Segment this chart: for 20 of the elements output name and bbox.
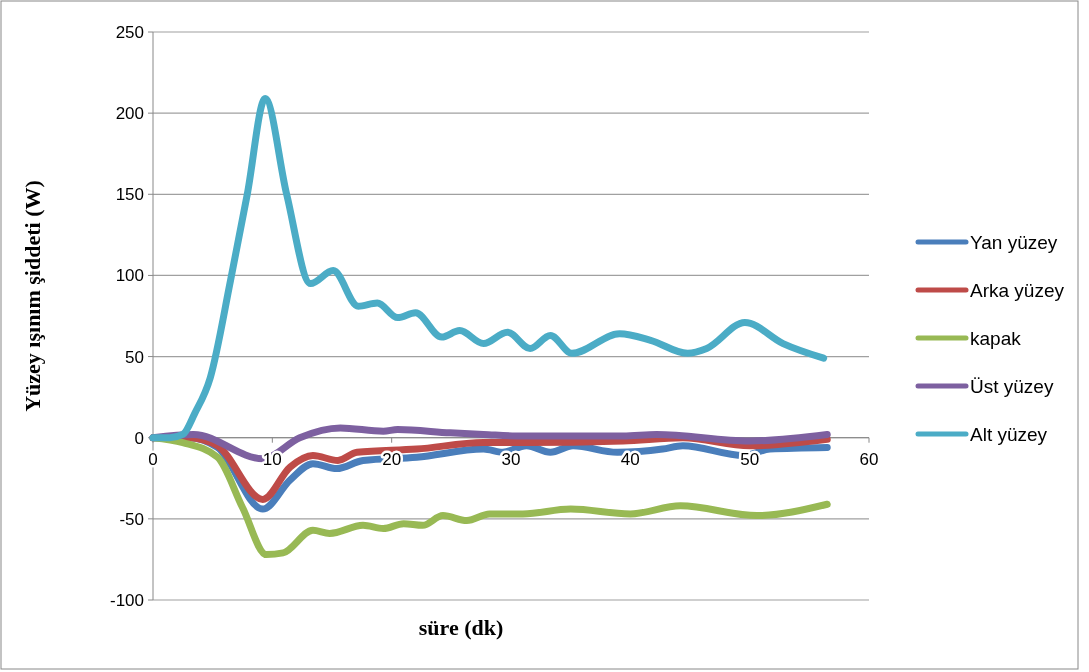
y-axis-title: Yüzey ışınım şiddeti (W) [20,180,45,412]
legend-label: kapak [970,327,1022,349]
x-tick-label: 10 [262,449,282,469]
y-tick-label: 100 [115,266,144,286]
y-tick-label: -50 [119,509,144,529]
x-axis-title: süre (dk) [418,615,504,640]
x-tick-label: 30 [501,449,521,469]
x-tick-label: 40 [620,449,640,469]
y-tick-label: 150 [115,185,144,205]
legend-label: Alt yüzey [970,423,1048,445]
x-tick-label: 60 [859,449,879,469]
y-tick-label: 50 [125,347,144,367]
y-tick-label: 250 [115,22,144,42]
legend-label: Yan yüzey [970,231,1058,253]
x-tick-label: 0 [148,449,158,469]
y-tick-label: -100 [109,590,144,610]
y-tick-label: 200 [115,104,144,124]
legend-label: Arka yüzey [970,279,1065,301]
y-tick-label: 0 [134,428,144,448]
legend-label: Üst yüzey [970,375,1054,397]
